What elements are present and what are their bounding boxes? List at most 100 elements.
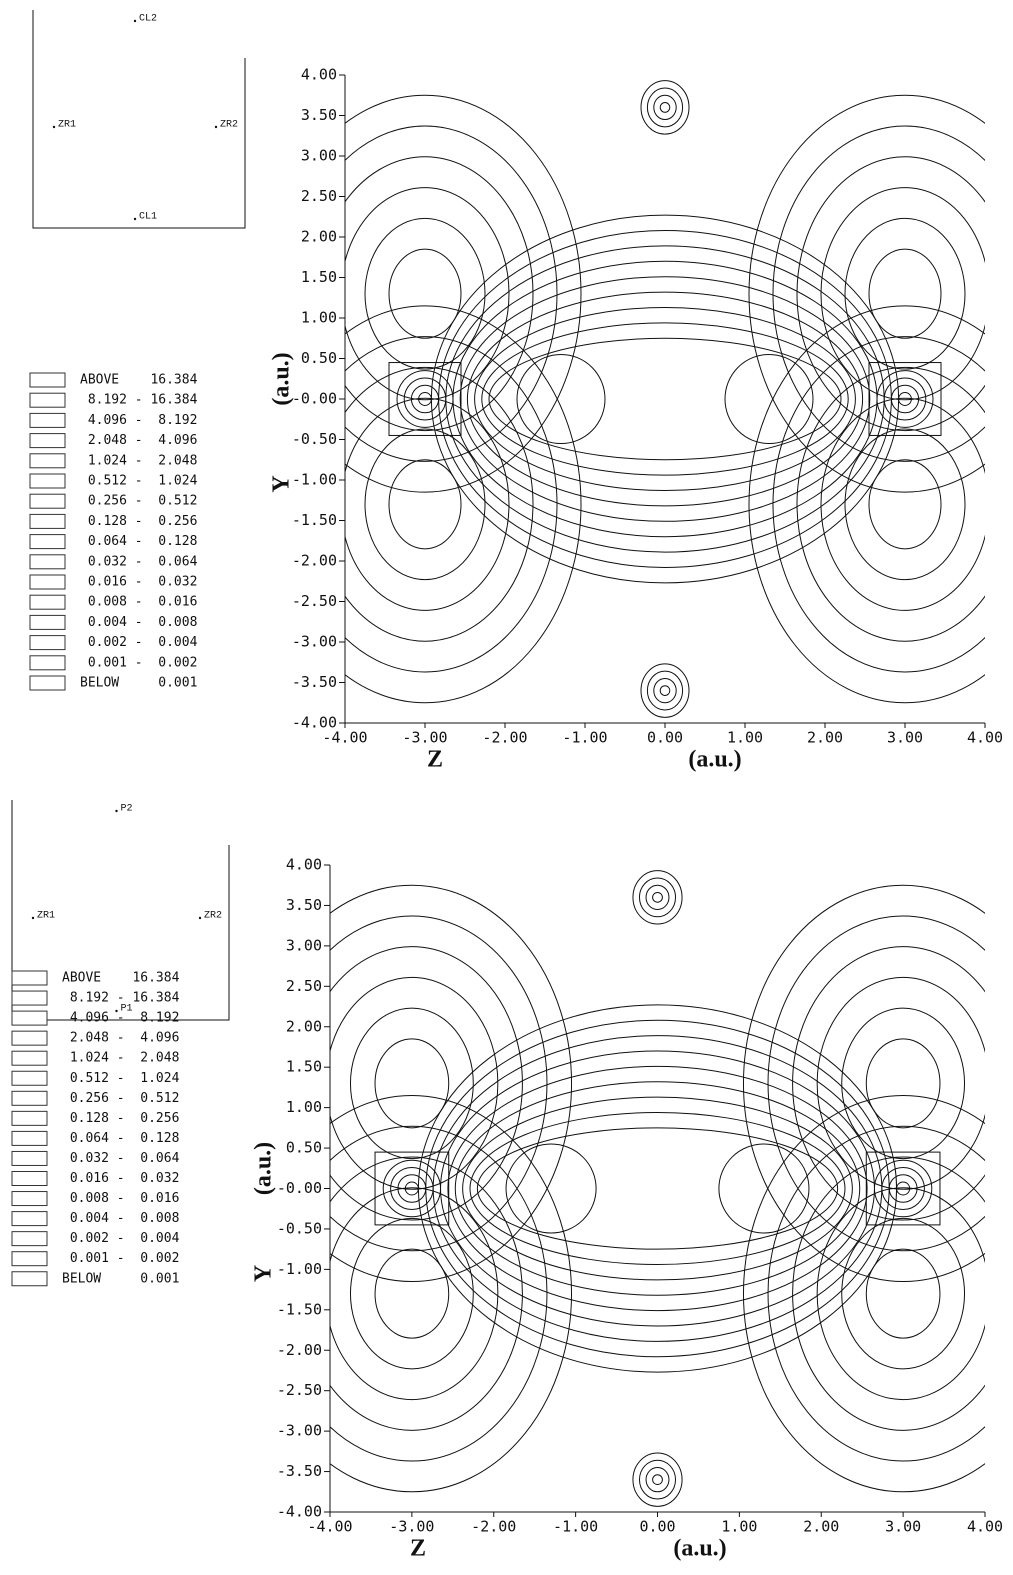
contour-line: [654, 678, 676, 702]
y-tick-label: -2.50: [277, 1381, 322, 1399]
legend-swatch: [12, 1172, 47, 1186]
contour-line: [391, 1167, 434, 1209]
legend-swatch: [30, 494, 65, 508]
contour-line: [653, 892, 663, 902]
y-tick-label: -1.00: [292, 471, 337, 489]
contour-line: [842, 1218, 965, 1368]
contour-line: [633, 1453, 682, 1506]
contour-line: [418, 1005, 896, 1372]
contour-line: [793, 1157, 1013, 1430]
x-tick-label: -3.00: [389, 1518, 434, 1536]
y-tick-label: -0.50: [292, 430, 337, 448]
contour-line: [817, 1188, 989, 1400]
contour-line: [375, 1039, 449, 1128]
figure: 4.003.503.002.502.001.501.000.50-0.00-0.…: [0, 0, 1013, 1575]
legend-label: 0.512 - 1.024: [62, 1071, 180, 1086]
contour-line: [768, 1126, 1013, 1461]
contour-line: [639, 878, 675, 917]
x-tick-label: 3.00: [887, 729, 923, 747]
contour-line: [341, 398, 509, 610]
legend-swatch: [30, 555, 65, 569]
atom-core: [869, 363, 941, 436]
contour-line: [749, 306, 1013, 703]
contour-line: [646, 885, 669, 909]
y-tick-label: 4.00: [286, 856, 322, 874]
x-tick-label: 1.00: [727, 729, 763, 747]
x-tick-label: -4.00: [322, 729, 367, 747]
contour-line: [277, 916, 547, 1251]
legend-label: 0.016 - 0.032: [80, 575, 197, 590]
y-tick-label: 1.50: [301, 268, 337, 286]
legend-swatch: [30, 454, 65, 468]
contour-line: [405, 1182, 418, 1195]
y-tick-label: -3.50: [292, 673, 337, 691]
contour-line: [797, 157, 1013, 431]
x-axis-label: Z: [427, 747, 443, 773]
contour-line: [797, 367, 1013, 641]
legend-swatch: [30, 535, 65, 549]
atom-core: [389, 363, 461, 436]
contour-line: [350, 1218, 473, 1368]
legend-label: 2.048 - 4.096: [62, 1031, 179, 1046]
y-tick-label: 3.50: [286, 896, 322, 914]
y-tick-label: -2.00: [292, 552, 337, 570]
contour-line: [389, 249, 461, 338]
x-tick-label: -2.00: [471, 1518, 516, 1536]
legend-label: ABOVE 16.384: [80, 373, 198, 388]
legend-swatch: [30, 373, 65, 387]
y-tick-label: 4.00: [301, 66, 337, 84]
legend-label: 1.024 - 2.048: [80, 453, 197, 468]
contour-line: [882, 1167, 925, 1209]
legend-label: 4.096 - 8.192: [80, 413, 197, 428]
contour-line: [467, 292, 862, 506]
x-tick-label: 2.00: [807, 729, 843, 747]
contour-line: [489, 338, 841, 460]
contour-line: [653, 1475, 663, 1485]
contour-line: [654, 95, 676, 119]
contour-line: [317, 157, 533, 431]
contour-line: [317, 367, 533, 641]
legend-label: 1.024 - 2.048: [62, 1051, 179, 1066]
contour-line: [866, 1249, 940, 1338]
atom-point: [115, 810, 117, 812]
contour-line: [897, 1182, 910, 1195]
legend-label: 0.032 - 0.064: [62, 1151, 180, 1166]
legend-label: 0.256 - 0.512: [62, 1091, 179, 1106]
x-tick-label: -1.00: [553, 1518, 598, 1536]
legend-swatch: [12, 1071, 47, 1085]
contour-line: [639, 1460, 675, 1499]
legend-swatch: [12, 1232, 47, 1246]
x-tick-label: 0.00: [647, 729, 683, 747]
contour-line: [517, 354, 605, 443]
x-tick-label: -3.00: [402, 729, 447, 747]
legend-swatch: [30, 434, 65, 448]
legend-swatch: [30, 595, 65, 609]
atom-point: [134, 218, 136, 220]
contours: [269, 81, 1013, 718]
y-axis-unit: (a.u.): [251, 1142, 277, 1195]
y-tick-label: -1.00: [277, 1260, 322, 1278]
legend-label: 0.002 - 0.004: [80, 635, 198, 650]
legend-swatch: [12, 1272, 47, 1286]
y-tick-label: -0.50: [277, 1219, 322, 1237]
contour-line: [375, 1249, 449, 1338]
y-tick-label: -2.50: [292, 592, 337, 610]
legend-swatch: [30, 514, 65, 528]
legend-swatch: [12, 1252, 47, 1266]
contour-line: [404, 378, 446, 420]
y-tick-label: 2.50: [301, 187, 337, 205]
contour-line: [641, 81, 689, 134]
legend-swatch: [12, 1011, 47, 1025]
legend-swatch: [30, 656, 65, 670]
contour-line: [877, 371, 933, 428]
contour-line: [365, 429, 485, 580]
atom-label: ZR2: [204, 911, 222, 922]
y-tick-label: 3.00: [301, 147, 337, 165]
legend-label: ABOVE 16.384: [62, 971, 180, 986]
contour-line: [869, 249, 941, 338]
legend-swatch: [30, 636, 65, 650]
contour-line: [866, 1039, 940, 1128]
contour-line: [326, 977, 498, 1189]
y-axis-label: Y: [251, 1265, 277, 1282]
contour-line: [725, 354, 813, 443]
